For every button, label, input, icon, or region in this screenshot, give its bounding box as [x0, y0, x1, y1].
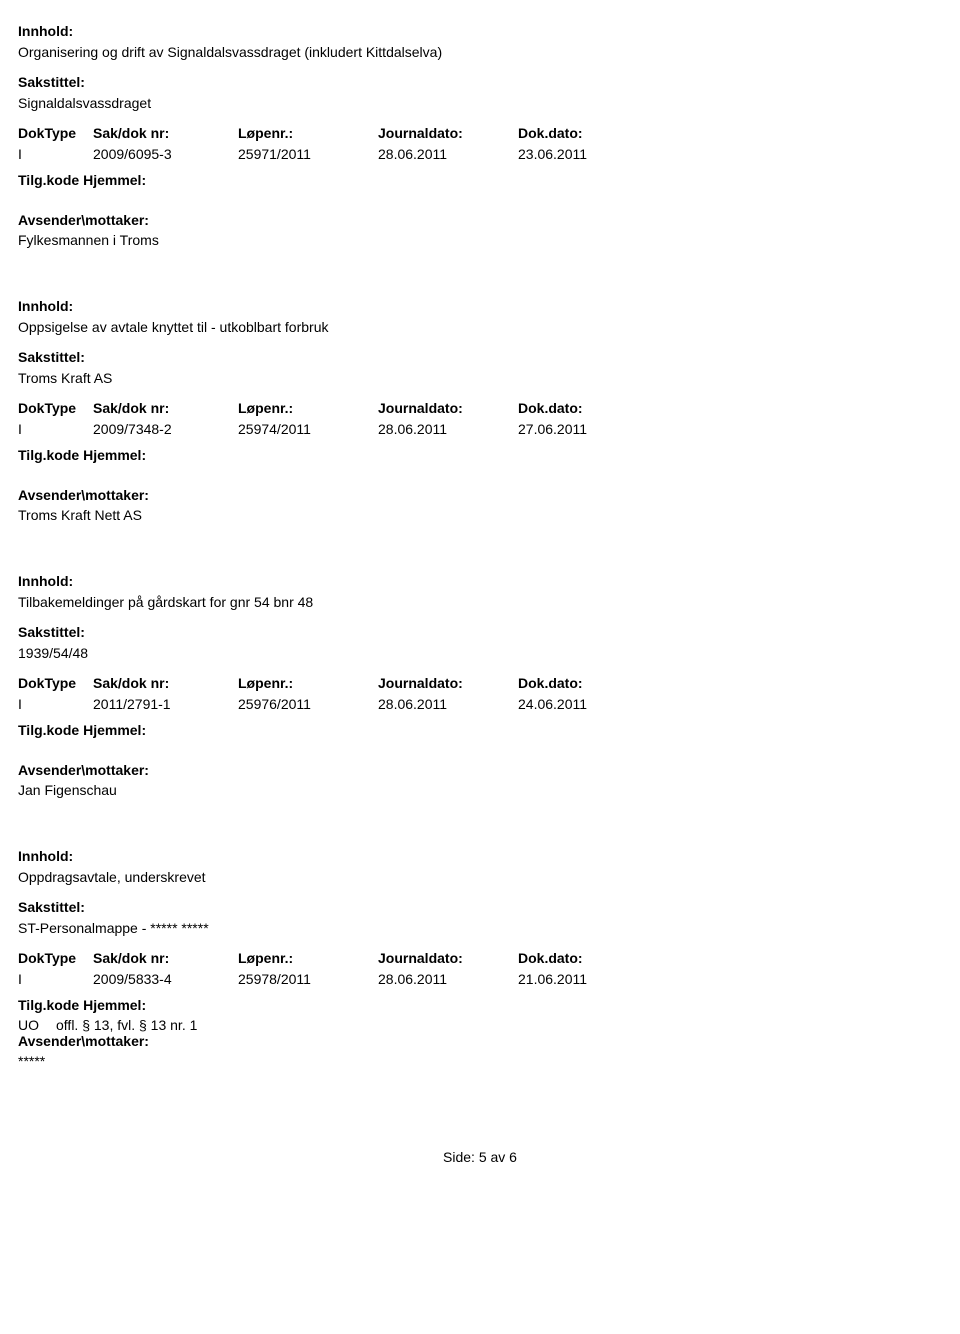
record-2: Innhold: Oppsigelse av avtale knyttet ti… [18, 298, 942, 523]
dokdato-value: 21.06.2011 [518, 971, 658, 987]
dokdato-value: 27.06.2011 [518, 421, 658, 437]
innhold-value: Organisering og drift av Signaldalsvassd… [18, 44, 942, 60]
sakstittel-label: Sakstittel: [18, 349, 942, 365]
sakdok-header: Sak/dok nr: [93, 125, 238, 141]
lopenr-value: 25971/2011 [238, 146, 378, 162]
lopenr-value: 25974/2011 [238, 421, 378, 437]
avsender-label: Avsender\mottaker: [18, 762, 942, 778]
tilg-label: Tilg.kode Hjemmel: [18, 722, 942, 738]
record-3: Innhold: Tilbakemeldinger på gårdskart f… [18, 573, 942, 798]
doktype-value: I [18, 421, 93, 437]
journaldato-value: 28.06.2011 [378, 421, 518, 437]
doktype-value: I [18, 971, 93, 987]
dokdato-header: Dok.dato: [518, 950, 658, 966]
doktype-header: DokType [18, 950, 93, 966]
innhold-label: Innhold: [18, 848, 942, 864]
sakstittel-value: ST-Personalmappe - ***** ***** [18, 920, 942, 936]
journaldato-value: 28.06.2011 [378, 696, 518, 712]
avsender-value: Jan Figenschau [18, 782, 942, 798]
lopenr-header: Løpenr.: [238, 950, 378, 966]
page-footer: Side: 5 av 6 [18, 1149, 942, 1165]
doktype-value: I [18, 146, 93, 162]
tilg-label: Tilg.kode Hjemmel: [18, 172, 942, 188]
sakstittel-label: Sakstittel: [18, 899, 942, 915]
innhold-label: Innhold: [18, 23, 942, 39]
row-header: DokType Sak/dok nr: Løpenr.: Journaldato… [18, 400, 942, 416]
sakdok-header: Sak/dok nr: [93, 950, 238, 966]
avsender-label: Avsender\mottaker: [18, 1033, 942, 1049]
innhold-value: Tilbakemeldinger på gårdskart for gnr 54… [18, 594, 942, 610]
tilg-label: Tilg.kode Hjemmel: [18, 447, 942, 463]
row-header: DokType Sak/dok nr: Løpenr.: Journaldato… [18, 125, 942, 141]
innhold-label: Innhold: [18, 573, 942, 589]
dokdato-value: 24.06.2011 [518, 696, 658, 712]
lopenr-header: Løpenr.: [238, 400, 378, 416]
record-4: Innhold: Oppdragsavtale, underskrevet Sa… [18, 848, 942, 1069]
sakdok-header: Sak/dok nr: [93, 400, 238, 416]
journaldato-value: 28.06.2011 [378, 971, 518, 987]
tilg-label: Tilg.kode Hjemmel: [18, 997, 942, 1013]
doktype-value: I [18, 696, 93, 712]
sakstittel-label: Sakstittel: [18, 624, 942, 640]
doktype-header: DokType [18, 675, 93, 691]
row-header: DokType Sak/dok nr: Løpenr.: Journaldato… [18, 675, 942, 691]
journaldato-value: 28.06.2011 [378, 146, 518, 162]
avsender-label: Avsender\mottaker: [18, 487, 942, 503]
avsender-value: Fylkesmannen i Troms [18, 232, 942, 248]
innhold-label: Innhold: [18, 298, 942, 314]
row-values: I 2011/2791-1 25976/2011 28.06.2011 24.0… [18, 696, 942, 712]
journaldato-header: Journaldato: [378, 675, 518, 691]
dokdato-header: Dok.dato: [518, 675, 658, 691]
avsender-value: ***** [18, 1053, 942, 1069]
row-values: I 2009/5833-4 25978/2011 28.06.2011 21.0… [18, 971, 942, 987]
sakdok-value: 2011/2791-1 [93, 696, 238, 712]
innhold-value: Oppsigelse av avtale knyttet til - utkob… [18, 319, 942, 335]
avsender-value: Troms Kraft Nett AS [18, 507, 942, 523]
row-values: I 2009/6095-3 25971/2011 28.06.2011 23.0… [18, 146, 942, 162]
sakdok-value: 2009/7348-2 [93, 421, 238, 437]
sakdok-header: Sak/dok nr: [93, 675, 238, 691]
lopenr-header: Løpenr.: [238, 125, 378, 141]
tilg-code: UO [18, 1017, 56, 1033]
innhold-value: Oppdragsavtale, underskrevet [18, 869, 942, 885]
lopenr-header: Løpenr.: [238, 675, 378, 691]
tilg-line: UO offl. § 13, fvl. § 13 nr. 1 [18, 1017, 942, 1033]
sakstittel-label: Sakstittel: [18, 74, 942, 90]
dokdato-header: Dok.dato: [518, 125, 658, 141]
sakstittel-value: 1939/54/48 [18, 645, 942, 661]
lopenr-value: 25978/2011 [238, 971, 378, 987]
journaldato-header: Journaldato: [378, 400, 518, 416]
row-values: I 2009/7348-2 25974/2011 28.06.2011 27.0… [18, 421, 942, 437]
dokdato-value: 23.06.2011 [518, 146, 658, 162]
row-header: DokType Sak/dok nr: Løpenr.: Journaldato… [18, 950, 942, 966]
doktype-header: DokType [18, 400, 93, 416]
journaldato-header: Journaldato: [378, 950, 518, 966]
sakstittel-value: Signaldalsvassdraget [18, 95, 942, 111]
doktype-header: DokType [18, 125, 93, 141]
tilg-text: offl. § 13, fvl. § 13 nr. 1 [56, 1017, 197, 1033]
dokdato-header: Dok.dato: [518, 400, 658, 416]
record-1: Innhold: Organisering og drift av Signal… [18, 23, 942, 248]
journaldato-header: Journaldato: [378, 125, 518, 141]
sakstittel-value: Troms Kraft AS [18, 370, 942, 386]
avsender-label: Avsender\mottaker: [18, 212, 942, 228]
sakdok-value: 2009/5833-4 [93, 971, 238, 987]
sakdok-value: 2009/6095-3 [93, 146, 238, 162]
lopenr-value: 25976/2011 [238, 696, 378, 712]
